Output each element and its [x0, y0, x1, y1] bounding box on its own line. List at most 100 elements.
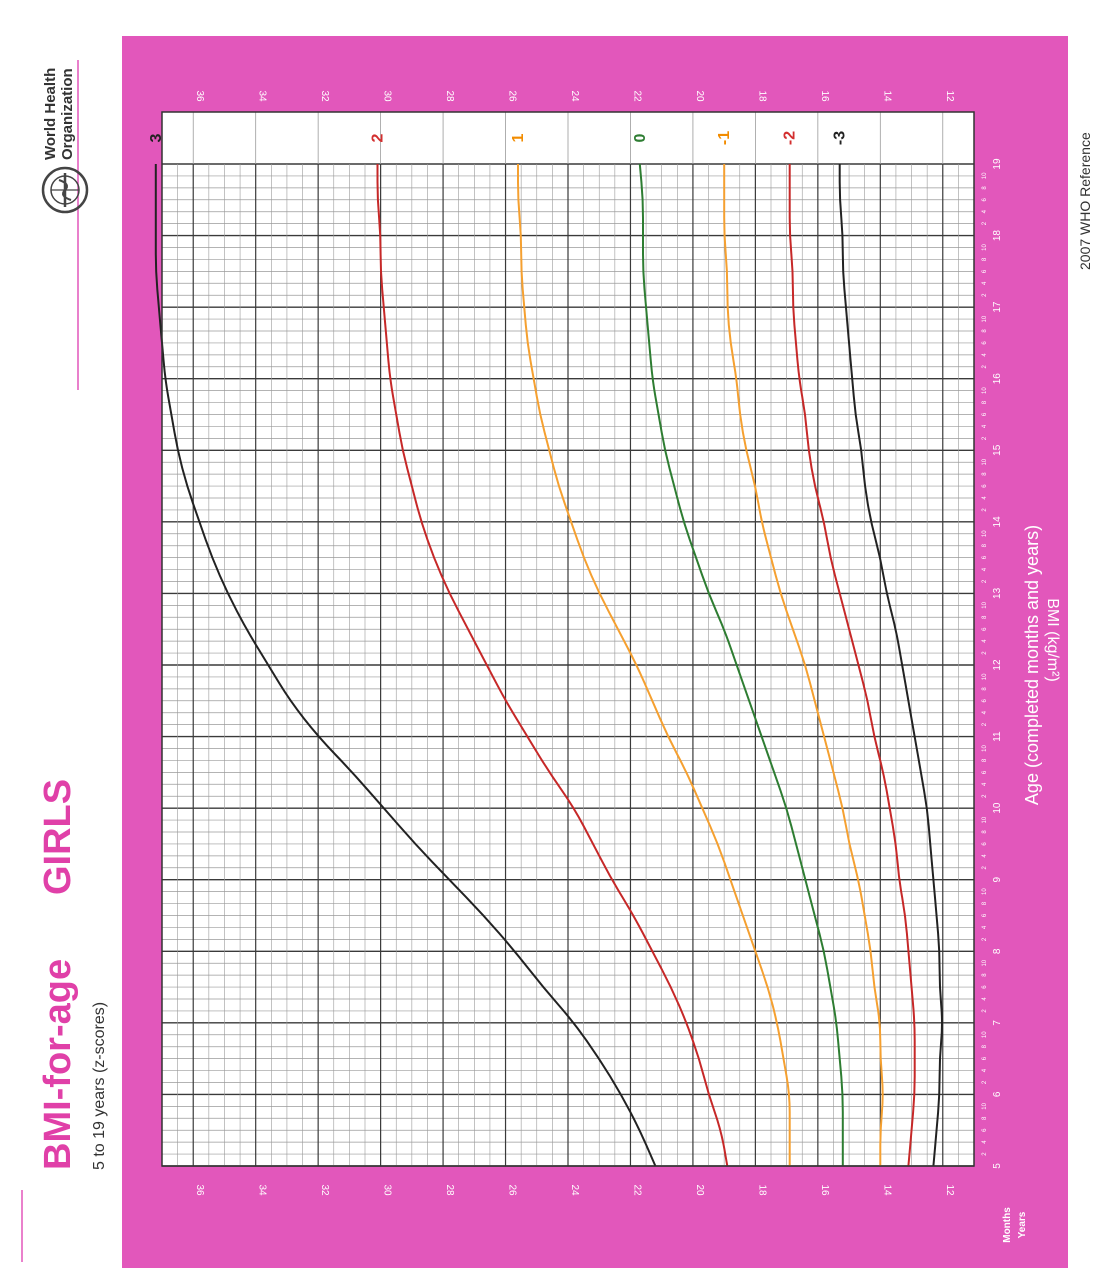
- x-tick-label-month: 6: [982, 770, 988, 774]
- org-name-line2: Organization: [59, 68, 76, 160]
- x-tick-label-month: 8: [982, 257, 988, 261]
- x-tick-label-month: 6: [982, 1056, 988, 1060]
- x-tick-label-month: 8: [982, 1116, 988, 1120]
- x-tick-label-month: 6: [982, 698, 988, 702]
- chart-subtitle: 5 to 19 years (z-scores): [91, 1002, 108, 1170]
- y-tick-label-top: 18: [756, 90, 767, 102]
- x-tick-label-month: 4: [982, 1140, 988, 1144]
- x-tick-label-month: 2: [982, 794, 988, 798]
- y-tick-label-bottom: 24: [569, 1184, 580, 1196]
- x-tick-label-month: 2: [982, 937, 988, 941]
- series-line-z-2: [788, 164, 916, 1167]
- y-ticks-right: 12 14 16 18 20 22 24 26 28 30 32 34 36: [194, 90, 955, 102]
- x-tick-label-month: 6: [982, 1128, 988, 1132]
- chart-title-part2: GIRLS: [37, 779, 79, 895]
- x-axis-label: Age (completed months and years): [1022, 525, 1042, 805]
- y-tick-label-top: 36: [194, 90, 205, 102]
- x-tick-label-month: 4: [982, 567, 988, 571]
- series-line-z-3: [838, 164, 943, 1167]
- x-tick-label-month: 8: [982, 830, 988, 834]
- x-tick-label-month: 10: [982, 888, 988, 895]
- y-tick-label-bottom: 32: [319, 1184, 330, 1196]
- y-tick-label-bottom: 28: [444, 1184, 455, 1196]
- x-tick-label-month: 6: [982, 627, 988, 631]
- x-tick-label-month: 10: [982, 172, 988, 179]
- z-label: -3: [832, 131, 849, 145]
- x-tick-label-month: 4: [982, 710, 988, 714]
- x-tick-label-month: 6: [982, 341, 988, 345]
- x-ticks: 5 2 4 6 8 10 6 2 4 6 8 10 7 2 4 6 8 10 8 2 4 6 8 10 9 2 4 6 8 10 10 2 4 6…: [982, 158, 1003, 1169]
- x-tick-label-month: 6: [982, 913, 988, 917]
- y-tick-label-top: 28: [444, 90, 455, 102]
- x-tick-label-month: 2: [982, 221, 988, 225]
- x-tick-label-month: 8: [982, 186, 988, 190]
- z-label: 2: [370, 133, 387, 142]
- y-tick-label-top: 32: [319, 90, 330, 102]
- x-tick-label-month: 6: [982, 985, 988, 989]
- x-tick-label-month: 6: [982, 197, 988, 201]
- x-tick-label-month: 10: [982, 315, 988, 322]
- x-tick-label-month: 8: [982, 543, 988, 547]
- x-tick-label-month: 4: [982, 854, 988, 858]
- x-tick-label-month: 10: [982, 673, 988, 680]
- y-ticks-left: 12 14 16 18 20 22 24 26 28 30 32 34 36: [194, 1184, 955, 1196]
- x-tick-label-month: 8: [982, 615, 988, 619]
- x-tick-label-month: 4: [982, 997, 988, 1001]
- y-tick-label-top: 16: [819, 90, 830, 102]
- x-tick-label-month: 4: [982, 281, 988, 285]
- x-tick-label-month: 10: [982, 601, 988, 608]
- x-tick-label-month: 8: [982, 329, 988, 333]
- z-label: -2: [782, 131, 799, 145]
- y-tick-label-bottom: 22: [632, 1184, 643, 1196]
- x-tick-label-year: 5: [992, 1163, 1003, 1169]
- x-tick-label-month: 8: [982, 472, 988, 476]
- x-tick-label-month: 6: [982, 412, 988, 416]
- x-tick-label-month: 8: [982, 901, 988, 905]
- x-tick-label-month: 6: [982, 555, 988, 559]
- z-label: 1: [510, 133, 527, 142]
- x-tick-label-month: 8: [982, 1044, 988, 1048]
- x-tick-label-month: 4: [982, 639, 988, 643]
- x-tick-label-year: 18: [992, 230, 1003, 242]
- x-tick-label-month: 2: [982, 508, 988, 512]
- x-tick-label-month: 10: [982, 530, 988, 537]
- x-tick-label-month: 2: [982, 1152, 988, 1156]
- x-tick-label-year: 8: [992, 948, 1003, 954]
- x-tick-label-year: 14: [992, 516, 1003, 528]
- grid: [161, 112, 975, 1167]
- z-label: -1: [716, 131, 733, 145]
- x-tick-label-year: 11: [992, 731, 1003, 742]
- y-tick-label-top: 20: [694, 90, 705, 102]
- y-tick-label-bottom: 20: [694, 1184, 705, 1196]
- x-tick-label-year: 19: [992, 158, 1003, 170]
- y-tick-label-top: 24: [569, 90, 580, 102]
- y-tick-label-bottom: 18: [756, 1184, 767, 1196]
- x-tick-label-year: 13: [992, 587, 1003, 599]
- y-tick-label-top: 14: [881, 90, 892, 102]
- series-line-z0: [638, 163, 844, 1166]
- x-tick-label-month: 10: [982, 816, 988, 823]
- x-tick-label-month: 2: [982, 651, 988, 655]
- x-tick-label-month: 6: [982, 484, 988, 488]
- series-lines: [154, 163, 943, 1167]
- x-tick-label-month: 2: [982, 1009, 988, 1013]
- x-tick-label-month: 8: [982, 400, 988, 404]
- z-label: 3: [148, 133, 165, 142]
- x-tick-label-month: 2: [982, 1080, 988, 1084]
- x-tick-label-month: 4: [982, 424, 988, 428]
- x-tick-label-year: 6: [992, 1091, 1003, 1097]
- x-tick-label-month: 10: [982, 959, 988, 966]
- x-tick-label-year: 12: [992, 659, 1003, 671]
- x-tick-label-year: 15: [992, 444, 1003, 456]
- x-tick-label-month: 10: [982, 244, 988, 251]
- y-tick-label-top: 30: [382, 90, 393, 102]
- series-line-z3: [154, 164, 657, 1167]
- x-tick-label-year: 10: [992, 802, 1003, 814]
- header: BMI-for-age GIRLS 5 to 19 years (z-score…: [21, 60, 1093, 1262]
- x-tick-label-year: 16: [992, 373, 1003, 385]
- series-line-z1: [517, 164, 791, 1166]
- y-tick-label-bottom: 30: [382, 1184, 393, 1196]
- x-tick-label-month: 6: [982, 842, 988, 846]
- x-tick-label-month: 2: [982, 293, 988, 297]
- x-tick-label-month: 4: [982, 925, 988, 929]
